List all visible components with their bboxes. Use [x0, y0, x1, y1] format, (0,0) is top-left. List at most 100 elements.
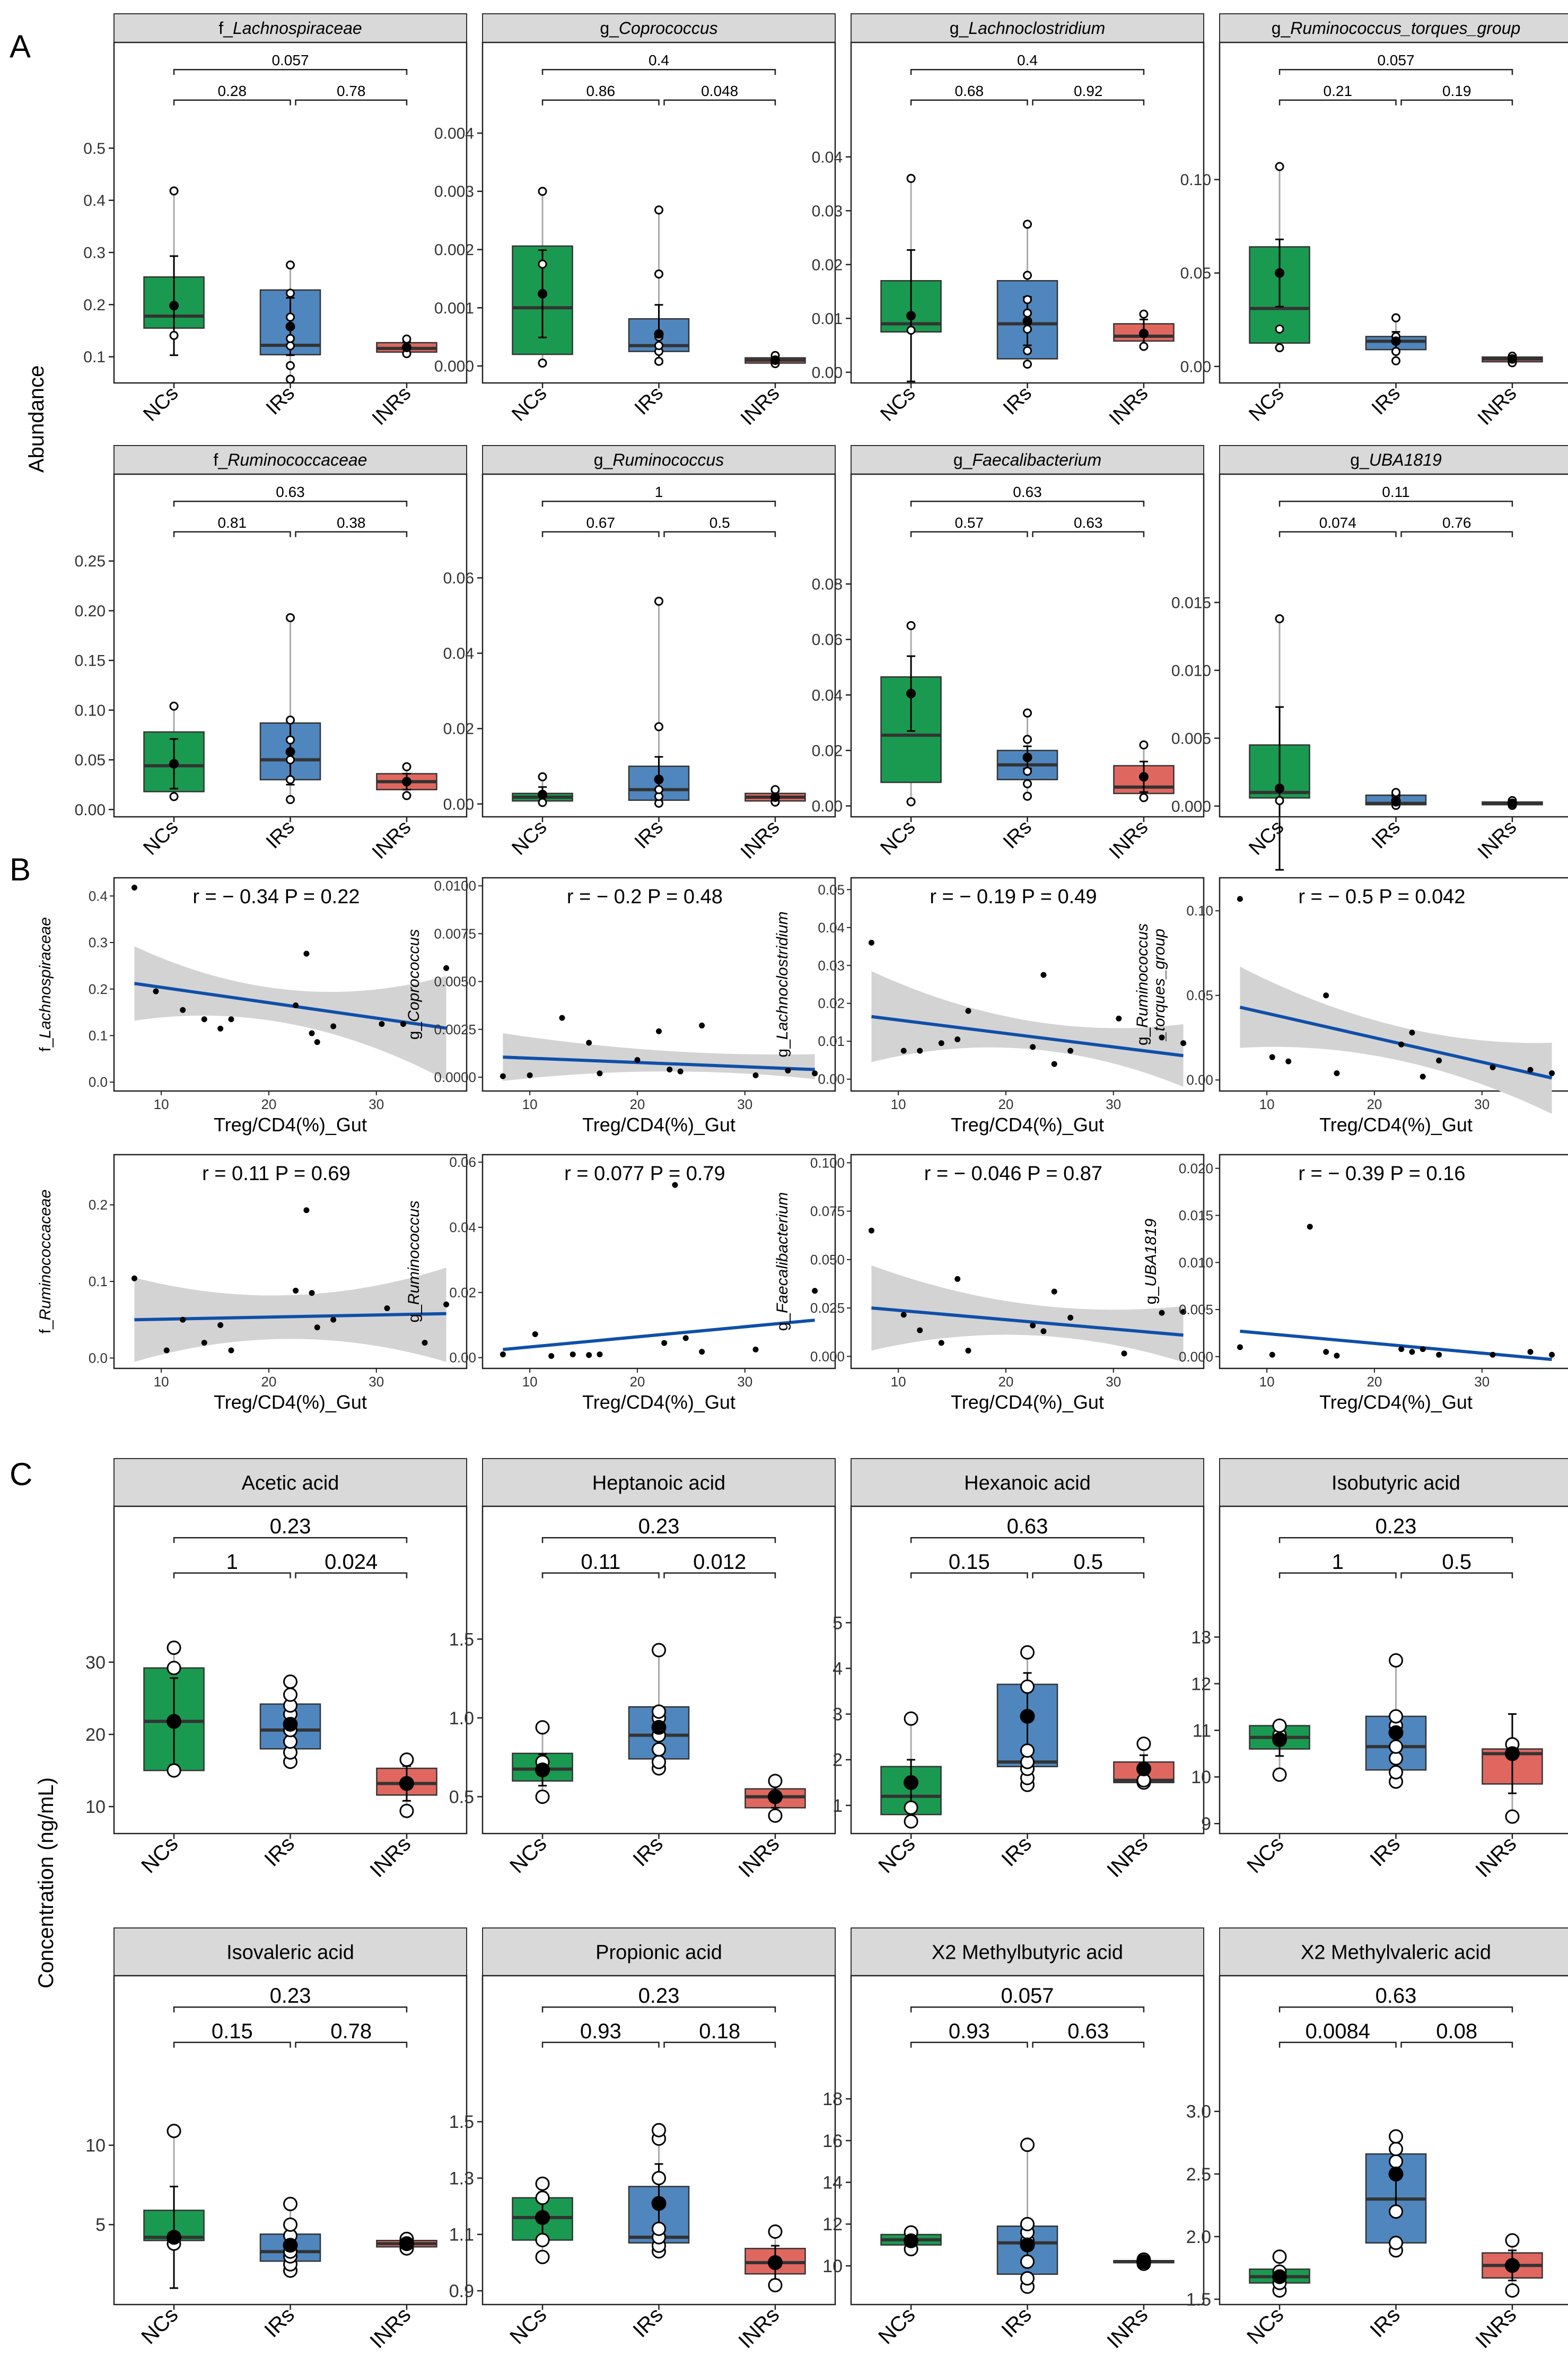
data-point [768, 2277, 783, 2292]
p-value: 0.68 [955, 83, 984, 99]
data-point [906, 797, 916, 807]
y-tick-label: 0.00 [443, 796, 474, 813]
data-point [1285, 1058, 1292, 1064]
y-axis-label: g_Coprococcus [405, 929, 423, 1040]
bracket-ncs-inrs [173, 1537, 408, 1543]
p-value: 0.4 [649, 52, 669, 68]
x-tick-label: IRs [999, 382, 1036, 420]
x-tick-label: NCs [1245, 382, 1288, 426]
data-point [500, 1073, 506, 1079]
x-tick-label: 30 [1474, 1374, 1490, 1390]
data-point [286, 775, 295, 784]
p-value: 0.057 [271, 52, 309, 68]
mean-point [654, 774, 664, 784]
y-tick-label: 0.0050 [434, 974, 476, 990]
p-value: 0.63 [1067, 2020, 1109, 2043]
p-value: 0.63 [1007, 1515, 1048, 1538]
data-point [1391, 347, 1400, 356]
mean-point [906, 688, 916, 699]
bracket-irs-inrs [1400, 531, 1513, 537]
data-point [654, 597, 663, 606]
facet-strip [851, 1458, 1204, 1507]
y-tick-label: 0.100 [810, 1155, 845, 1171]
x-tick-label: IRs [260, 2303, 299, 2342]
facet-strip [113, 13, 467, 43]
confidence-band [871, 971, 1184, 1087]
data-point [1490, 1351, 1496, 1358]
x-tick-label: 10 [1259, 1374, 1275, 1390]
y-tick-label: 0.1 [83, 348, 106, 366]
data-point [1020, 1743, 1035, 1758]
y-tick-label: 10 [85, 2136, 106, 2156]
facet-title: Acetic acid [242, 1472, 339, 1494]
data-point [652, 2221, 666, 2236]
y-tick-label: 0.04 [812, 687, 843, 704]
data-point [538, 359, 547, 368]
data-point [1023, 295, 1032, 304]
y-tick-label: 0.03 [818, 957, 845, 973]
y-tick-label: 0.4 [83, 192, 106, 210]
data-point [180, 1007, 186, 1013]
x-tick-label: 30 [369, 1096, 384, 1112]
data-point [314, 1324, 320, 1331]
y-tick-label: 10 [85, 1797, 106, 1817]
y-tick-label: 0.0025 [434, 1022, 476, 1037]
data-point [682, 1335, 689, 1341]
y-tick-label: 0.10 [75, 702, 106, 719]
data-point [672, 1182, 678, 1188]
x-tick-label: 20 [629, 1096, 645, 1112]
data-point [906, 173, 916, 183]
scatter-plot-uba1819: r = − 0.39 P = 0.16 0.000 0.005 0.010 0.015 0… [1142, 1154, 1568, 1413]
y-tick-label: 0.04 [449, 1219, 476, 1235]
x-tick-label: IRs [630, 816, 668, 853]
data-point [228, 1016, 234, 1023]
y-tick-label: 0.00 [812, 364, 843, 381]
mean-point [651, 2196, 667, 2211]
data-point [286, 312, 295, 322]
data-point [654, 722, 663, 731]
data-point [309, 1290, 315, 1296]
data-point [654, 356, 663, 366]
data-point [1391, 313, 1400, 322]
data-point [812, 1288, 818, 1294]
x-tick-label: NCs [507, 816, 551, 860]
facet-title: g_Ruminococcus_torques_group [1272, 19, 1521, 38]
y-tick-label: 0.015 [1171, 594, 1211, 612]
y-tick-label: 13 [1191, 1627, 1211, 1647]
data-point [597, 1070, 603, 1077]
x-axis-label: Treg/CD4(%)_Gut [1319, 1391, 1473, 1413]
panel-label-a: A [10, 29, 31, 64]
x-tick-label: INRs [1474, 382, 1521, 430]
p-value: 1 [1332, 1550, 1344, 1574]
y-tick-label: 0.00 [449, 1350, 476, 1366]
data-point [1030, 1322, 1036, 1329]
scatter-plot-ruminococcus-torques-group: r = − 0.5 P = 0.042 0.00 0.05 0.10 10 20 30Tre… [1134, 877, 1568, 1136]
data-point [1549, 1070, 1555, 1076]
data-point [1275, 796, 1284, 806]
x-tick-label: INRs [365, 1832, 415, 1882]
x-tick-label: IRs [630, 382, 668, 420]
x-tick-label: 10 [522, 1374, 538, 1390]
y-tick-label: 0.02 [449, 1285, 476, 1301]
data-point [917, 1048, 923, 1054]
p-value: 0.23 [270, 1515, 311, 1538]
facet-title: X2 Methylvaleric acid [1301, 1941, 1491, 1963]
data-point [1272, 1767, 1287, 1782]
data-point [1409, 1349, 1415, 1355]
panel-label-b: B [10, 852, 31, 887]
data-point [180, 1316, 186, 1323]
y-tick-label: 0.20 [75, 603, 106, 620]
facet-strip [1219, 445, 1568, 475]
y-tick-label: 0.05 [1180, 265, 1211, 282]
bracket-ncs-irs [541, 1572, 660, 1578]
data-point [1505, 2283, 1520, 2298]
mean-point [1391, 796, 1401, 806]
correlation-stat: r = − 0.34 P = 0.22 [192, 886, 360, 908]
data-point [1020, 1679, 1035, 1694]
data-point [548, 1353, 555, 1359]
bracket-ncs-inrs [541, 68, 776, 75]
x-tick-label: 20 [1366, 1374, 1382, 1390]
data-point [286, 755, 295, 765]
data-point [286, 715, 295, 725]
x-tick-label: INRs [368, 816, 415, 863]
